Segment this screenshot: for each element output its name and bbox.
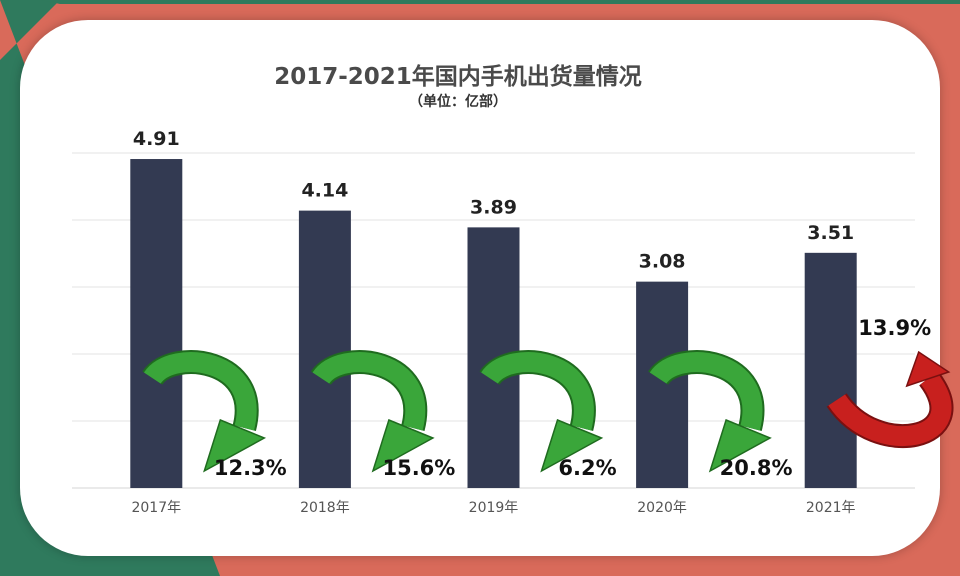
frame-green-top	[40, 0, 960, 4]
arrow-shaft	[828, 371, 952, 446]
value-label: 4.14	[301, 180, 348, 202]
arrow-shaft	[143, 352, 257, 431]
chart-subtitle: （单位：亿部）	[409, 93, 507, 110]
arrow-head	[371, 418, 435, 473]
up-arrow	[826, 350, 954, 448]
value-label: 3.08	[639, 251, 686, 273]
bar	[298, 210, 351, 488]
category-label: 2018年	[300, 500, 350, 516]
arrow-head	[708, 418, 772, 473]
labels: 4.91 2017年 4.14 2018年 3.89 2019年 3.08 2020年 3.51…	[131, 128, 931, 516]
change-label: 20.8%	[720, 456, 793, 480]
bar	[130, 159, 183, 488]
chart-title: 2017-2021年国内手机出货量情况	[274, 63, 642, 90]
change-label: 12.3%	[214, 456, 287, 480]
arrow-head	[905, 350, 951, 388]
category-label: 2021年	[806, 500, 856, 516]
change-label: 13.9%	[858, 316, 931, 340]
down-arrow	[648, 350, 772, 473]
change-arrows	[142, 350, 954, 473]
value-label: 4.91	[133, 128, 180, 150]
down-arrow	[479, 350, 604, 473]
bar	[804, 252, 857, 488]
change-label: 6.2%	[558, 456, 616, 480]
category-label: 2017年	[131, 500, 181, 516]
category-label: 2020年	[637, 500, 687, 516]
value-label: 3.51	[807, 222, 854, 244]
arrow-shaft	[649, 352, 763, 431]
change-label: 15.6%	[382, 456, 455, 480]
down-arrow	[310, 350, 435, 473]
arrow-shaft	[481, 352, 594, 431]
arrow-shaft	[312, 352, 426, 431]
down-arrow	[142, 350, 267, 473]
value-label: 3.89	[470, 196, 517, 218]
arrow-head	[540, 418, 604, 473]
bars	[130, 159, 857, 488]
category-label: 2019年	[469, 500, 519, 516]
arrow-head	[203, 418, 267, 473]
bar	[636, 281, 689, 488]
